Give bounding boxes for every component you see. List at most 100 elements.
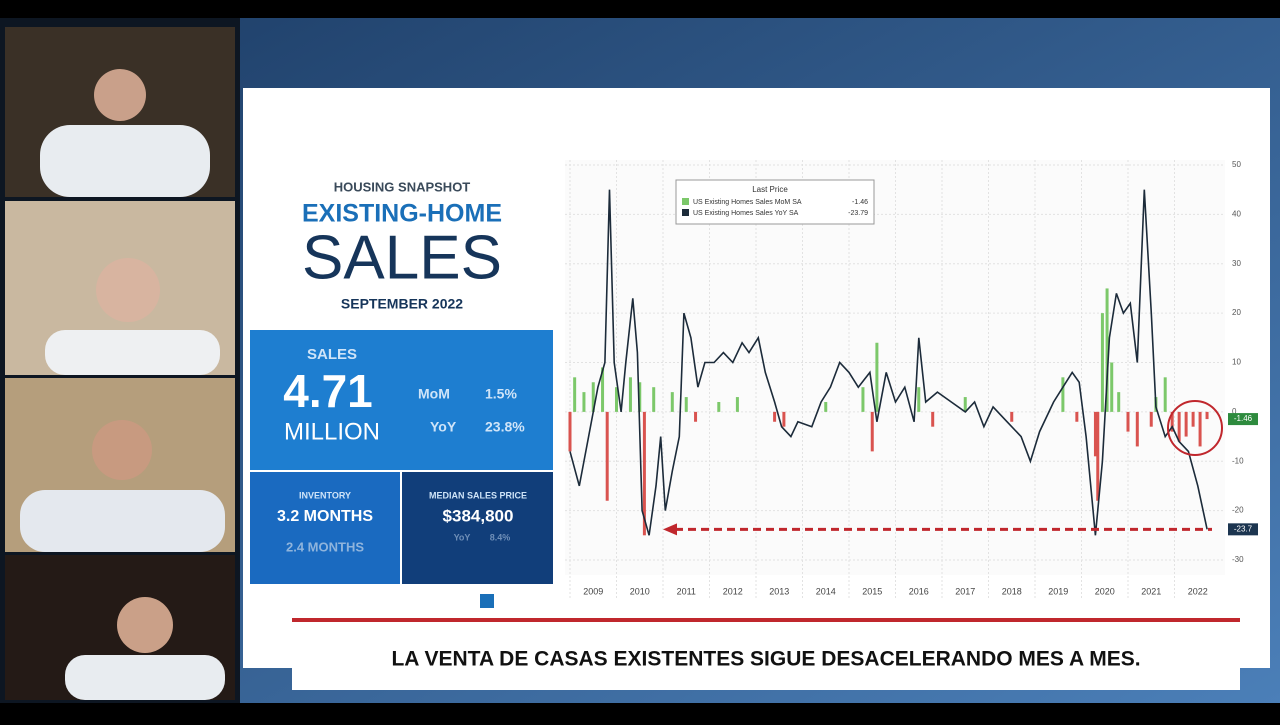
x-tick-label: 2022	[1188, 586, 1208, 596]
mom-bar	[591, 382, 595, 412]
mom-bar	[1117, 392, 1121, 412]
mom-bar	[1110, 362, 1114, 412]
mom-bar	[735, 397, 739, 412]
legend-label: US Existing Homes Sales MoM SA	[693, 199, 802, 206]
y-tick-label: 20	[1232, 308, 1241, 317]
yoy-value: 23.8%	[485, 419, 525, 435]
mom-bar	[670, 392, 674, 412]
mom-bar	[684, 397, 688, 412]
x-tick-label: 2019	[1048, 586, 1068, 596]
mom-bar	[568, 411, 572, 452]
y-tick-label: -20	[1232, 506, 1244, 515]
x-tick-label: 2011	[677, 586, 696, 596]
inventory-value: 3.2 MONTHS	[277, 508, 373, 525]
inventory-label: INVENTORY	[299, 490, 351, 500]
legend-value: -23.79	[848, 210, 868, 217]
inventory-panel	[250, 472, 400, 584]
mom-bar	[870, 411, 874, 452]
mom-bar	[773, 411, 777, 422]
mom-bar	[1135, 411, 1139, 447]
x-tick-label: 2016	[909, 586, 929, 596]
caption-box	[292, 624, 1240, 690]
value-tag	[1228, 413, 1258, 426]
mom-bar	[573, 377, 577, 412]
logo	[480, 594, 494, 608]
mom-bar	[1100, 313, 1104, 412]
person-body	[40, 125, 210, 197]
caption-bar: LA VENTA DE CASAS EXISTENTES SIGUE DESAC…	[292, 618, 1240, 690]
video-tiles	[5, 27, 235, 700]
x-tick-label: 2013	[769, 586, 789, 596]
kicker: HOUSING SNAPSHOT	[334, 179, 471, 194]
person-body	[45, 330, 220, 375]
legend-title: Last Price	[752, 185, 788, 194]
y-tick-label: 50	[1232, 160, 1241, 169]
mom-bar	[917, 387, 921, 412]
legend-value: -1.46	[852, 199, 868, 206]
y-tick-label: 40	[1232, 209, 1241, 218]
sales-panel	[250, 330, 553, 470]
x-tick-label: 2014	[816, 586, 836, 596]
person-head	[117, 597, 173, 653]
x-tick-label: 2009	[583, 586, 603, 596]
yoy-label: YoY	[430, 419, 457, 435]
caption-rule	[292, 618, 1240, 622]
mom-bar	[861, 387, 865, 412]
mom-bar	[582, 392, 586, 412]
x-tick-label: 2020	[1095, 586, 1115, 596]
letterbox	[0, 703, 1280, 720]
mom-bar	[1191, 411, 1195, 427]
mom-bar	[717, 402, 721, 412]
x-tick-label: 2012	[723, 586, 743, 596]
mom-bar	[1061, 377, 1065, 412]
date: SEPTEMBER 2022	[341, 296, 463, 312]
price-yoy: 8.4%	[490, 532, 511, 542]
y-tick-label: 30	[1232, 259, 1241, 268]
caption: LA VENTA DE CASAS EXISTENTES SIGUE DESAC…	[391, 648, 1140, 671]
mom-bar	[824, 402, 828, 412]
yoy-line	[569, 189, 1208, 536]
mom-bar	[782, 411, 786, 427]
sales-unit: MILLION	[284, 418, 380, 445]
person-head	[92, 420, 152, 480]
mom-bar	[1093, 411, 1097, 457]
mom-bar	[1010, 411, 1014, 422]
mom-bar	[605, 411, 609, 501]
y-tick-label: -10	[1232, 456, 1244, 465]
person-body	[20, 490, 225, 552]
x-tick-label: 2021	[1141, 586, 1161, 596]
x-tick-label: 2010	[630, 586, 650, 596]
mom-bar	[694, 411, 698, 422]
mom-bar	[628, 377, 632, 412]
mom-bar	[1205, 411, 1209, 420]
legend-box	[675, 179, 875, 225]
mom-bar	[931, 411, 935, 427]
mom-bar	[1075, 411, 1079, 422]
mom-label: MoM	[418, 386, 450, 402]
title-big: SALES	[302, 223, 502, 292]
price-value: $384,800	[443, 506, 514, 525]
mom-bar	[1184, 411, 1188, 437]
mom-bar	[1096, 411, 1100, 501]
title-top: EXISTING-HOME	[302, 200, 502, 228]
mom-bar	[875, 342, 879, 412]
mom-bar	[1198, 411, 1202, 447]
mom-bar	[638, 382, 642, 412]
legend-label: US Existing Homes Sales YoY SA	[693, 210, 799, 217]
letterbox	[0, 0, 1280, 18]
sales-value: 4.71	[283, 365, 373, 417]
value-tag-label: -1.46	[1234, 414, 1253, 423]
price-yoy-label: YoY	[454, 532, 471, 542]
mom-bar	[601, 367, 605, 412]
mom-bar	[1170, 411, 1174, 432]
x-tick-label: 2015	[862, 586, 882, 596]
x-tick-label: 2017	[955, 586, 975, 596]
mom-bar	[1126, 411, 1130, 432]
mom-bar	[642, 411, 646, 536]
legend-swatch	[682, 209, 689, 216]
price-panel	[402, 472, 553, 584]
mom-bar	[963, 397, 967, 412]
inventory-prior: 2.4 MONTHS	[286, 539, 364, 554]
